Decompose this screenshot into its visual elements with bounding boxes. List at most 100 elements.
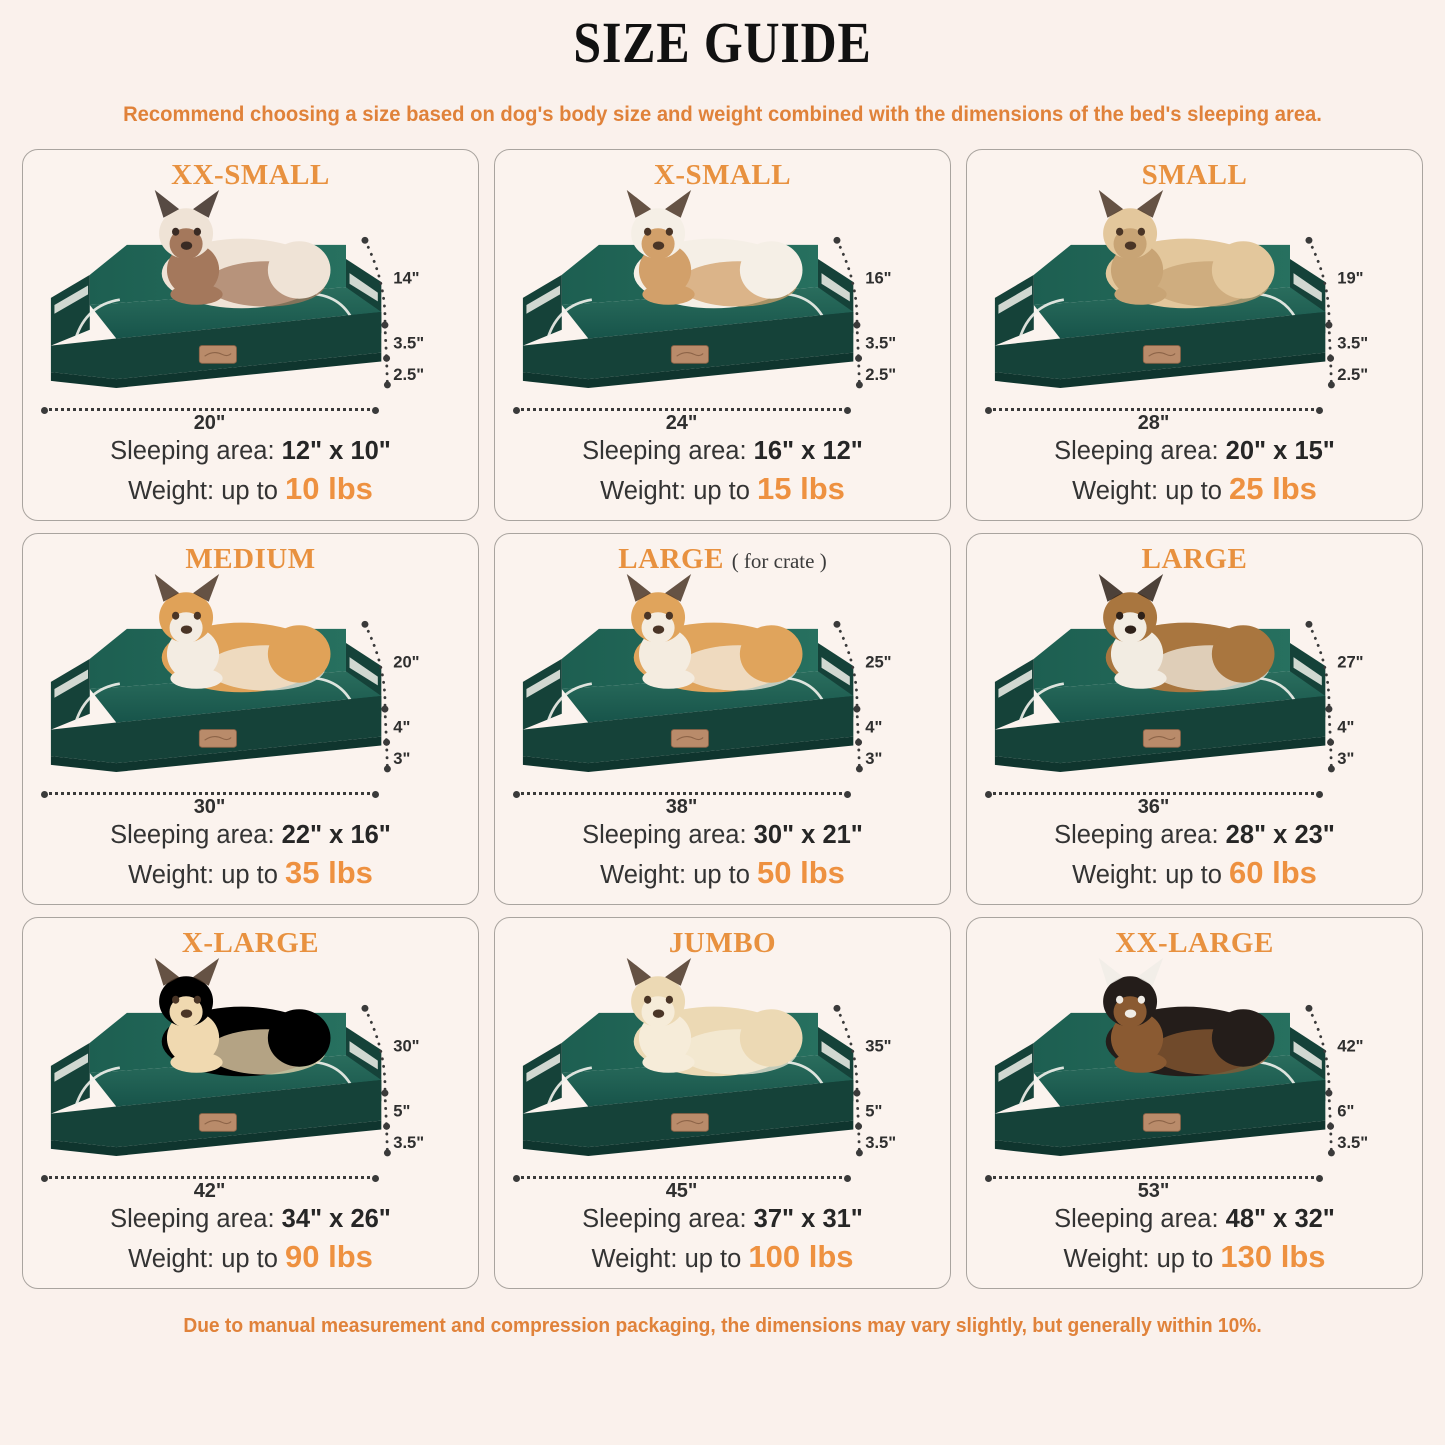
- card-specs: Sleeping area: 22" x 16" Weight: up to 3…: [35, 819, 466, 896]
- pet-on-bed: [1057, 567, 1283, 698]
- card-size-label: JUMBO: [668, 927, 777, 959]
- sleeping-area-lead: Sleeping area:: [582, 1205, 747, 1234]
- size-card-xx-small[interactable]: XX-SMALL: [22, 149, 479, 521]
- sleeping-area-line: Sleeping area: 30" x 21": [507, 819, 938, 853]
- weight-value: 100 lbs: [748, 1239, 854, 1275]
- size-card-x-large[interactable]: X-LARGE: [22, 917, 479, 1289]
- page-title: SIZE GUIDE: [573, 10, 872, 75]
- height-total-label: 20": [393, 652, 419, 671]
- weight-lead: Weight:: [600, 477, 687, 506]
- sleeping-area-value: 34" x 26": [281, 1205, 391, 1234]
- width-dimension: 24": [512, 407, 851, 434]
- pet-on-bed: [585, 183, 811, 314]
- height-total-label: 16": [865, 268, 891, 287]
- width-dimension-rule: [984, 407, 1323, 415]
- weight-lead: Weight:: [591, 1245, 678, 1274]
- bed-illustration-area: 27" 4" 3" 36": [979, 573, 1410, 819]
- card-specs: Sleeping area: 12" x 10" Weight: up to 1…: [35, 435, 466, 512]
- width-label: 45": [665, 1180, 698, 1203]
- width-dimension-rule: [512, 1175, 851, 1183]
- card-title: XX-SMALL: [35, 160, 466, 190]
- height-total-label: 27": [1337, 652, 1363, 671]
- weight-line: Weight: up to 10 lbs: [35, 469, 466, 510]
- page-subtitle: Recommend choosing a size based on dog's…: [123, 102, 1322, 126]
- height-base-label: 2.5": [393, 364, 424, 383]
- size-card-medium[interactable]: MEDIUM: [22, 533, 479, 905]
- sleeping-area-lead: Sleeping area:: [1054, 1205, 1219, 1234]
- height-dimension-bracket: 20" 4" 3": [361, 620, 419, 772]
- size-card-large-for-crate[interactable]: LARGE ( for crate ): [494, 533, 951, 905]
- size-card-jumbo[interactable]: JUMBO: [494, 917, 951, 1289]
- width-dimension-rule: [40, 791, 379, 799]
- card-size-label: LARGE: [618, 543, 724, 575]
- width-dimension-rule: [40, 1175, 379, 1183]
- width-cap-right-icon: [843, 407, 851, 415]
- size-card-x-small[interactable]: X-SMALL: [494, 149, 951, 521]
- sleeping-area-value: 12" x 10": [281, 437, 391, 466]
- pet-on-bed: [585, 951, 811, 1082]
- weight-value: 35 lbs: [285, 855, 373, 891]
- card-title: X-SMALL: [507, 160, 938, 190]
- width-dimension-rule: [512, 407, 851, 415]
- bed-with-pet: [35, 573, 388, 776]
- height-dimensions: 30" 5" 3.5": [350, 1000, 466, 1158]
- sleeping-area-value: 48" x 32": [1225, 1205, 1335, 1234]
- card-specs: Sleeping area: 30" x 21" Weight: up to 5…: [507, 819, 938, 896]
- weight-line: Weight: up to 25 lbs: [979, 469, 1410, 510]
- width-cap-right-icon: [1315, 407, 1323, 415]
- card-size-label: X-LARGE: [181, 927, 320, 959]
- sleeping-area-line: Sleeping area: 28" x 23": [979, 819, 1410, 853]
- sleeping-area-lead: Sleeping area:: [582, 437, 747, 466]
- bed-with-pet: [35, 189, 388, 392]
- height-dimension-bracket: 30" 5" 3.5": [361, 1004, 424, 1156]
- sleeping-area-line: Sleeping area: 48" x 32": [979, 1203, 1410, 1237]
- pet-photo: [1098, 957, 1275, 1077]
- weight-line: Weight: up to 35 lbs: [35, 853, 466, 894]
- size-card-large[interactable]: LARGE: [966, 533, 1423, 905]
- card-title: XX-LARGE: [979, 928, 1410, 958]
- sleeping-area-line: Sleeping area: 16" x 12": [507, 435, 938, 469]
- height-base-label: 2.5": [1337, 364, 1368, 383]
- height-dimensions: 20" 4" 3": [350, 616, 466, 774]
- size-card-small[interactable]: SMALL: [966, 149, 1423, 521]
- pet-photo: [154, 957, 331, 1077]
- height-mid-label: 5": [865, 1101, 882, 1120]
- width-dimension: 53": [984, 1175, 1323, 1202]
- weight-prefix: up to: [1165, 477, 1222, 506]
- weight-value: 50 lbs: [757, 855, 845, 891]
- width-cap-right-icon: [843, 791, 851, 799]
- weight-prefix: up to: [221, 477, 278, 506]
- card-size-note: ( for crate ): [731, 549, 827, 573]
- sleeping-area-line: Sleeping area: 20" x 15": [979, 435, 1410, 469]
- size-card-xx-large[interactable]: XX-LARGE: [966, 917, 1423, 1289]
- card-title: SMALL: [979, 160, 1410, 190]
- width-dimension: 36": [984, 791, 1323, 818]
- height-mid-label: 5": [393, 1101, 410, 1120]
- sleeping-area-value: 37" x 31": [753, 1205, 863, 1234]
- width-dimension: 20": [40, 407, 379, 434]
- height-total-label: 19": [1337, 268, 1363, 287]
- sleeping-area-line: Sleeping area: 34" x 26": [35, 1203, 466, 1237]
- height-dimension-bracket: 16" 3.5" 2.5": [833, 236, 896, 388]
- height-base-label: 3.5": [865, 1132, 896, 1151]
- sleeping-area-lead: Sleeping area:: [1054, 821, 1219, 850]
- card-size-label: XX-LARGE: [1115, 927, 1274, 959]
- card-size-label: LARGE: [1141, 543, 1248, 575]
- pet-on-bed: [113, 951, 339, 1082]
- pet-photo: [626, 573, 803, 693]
- height-mid-label: 4": [865, 717, 882, 736]
- width-cap-right-icon: [1315, 1175, 1323, 1183]
- width-label: 42": [193, 1180, 226, 1203]
- height-dimension-bracket: 14" 3.5" 2.5": [361, 236, 424, 388]
- height-mid-label: 6": [1337, 1101, 1354, 1120]
- width-cap-left-icon: [984, 791, 992, 799]
- weight-prefix: up to: [221, 1245, 278, 1274]
- weight-line: Weight: up to 50 lbs: [507, 853, 938, 894]
- height-mid-label: 3.5": [393, 333, 424, 352]
- weight-value: 60 lbs: [1229, 855, 1317, 891]
- dog-bed-illustration: [522, 1012, 854, 1156]
- width-cap-left-icon: [512, 407, 520, 415]
- bed-with-pet: [979, 573, 1332, 776]
- bed-with-pet: [507, 957, 860, 1160]
- weight-line: Weight: up to 60 lbs: [979, 853, 1410, 894]
